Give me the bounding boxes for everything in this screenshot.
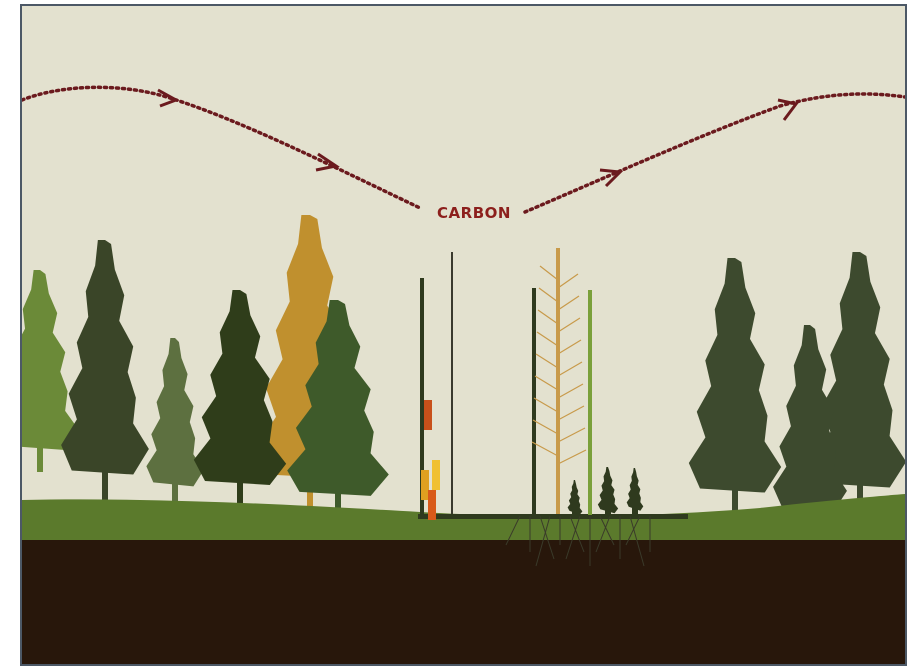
- root: [599, 515, 615, 546]
- root: [569, 515, 585, 553]
- trunk: [335, 481, 341, 520]
- fallen-log: [418, 514, 688, 519]
- tree: [813, 252, 905, 488]
- tree: [61, 240, 149, 475]
- branch: [537, 309, 559, 325]
- fire: [424, 400, 432, 430]
- tree: [597, 467, 619, 514]
- root: [625, 515, 641, 546]
- trunk: [237, 470, 243, 509]
- root: [535, 515, 551, 567]
- branch: [531, 441, 559, 457]
- branch: [557, 405, 585, 421]
- branch: [538, 287, 559, 303]
- branch: [534, 375, 559, 391]
- root: [629, 515, 645, 567]
- tree: [567, 480, 583, 515]
- tree: [146, 338, 204, 487]
- branch: [536, 331, 559, 347]
- tree: [626, 468, 644, 511]
- branch: [539, 265, 559, 281]
- tree: [688, 258, 782, 493]
- scene: CARBON: [22, 85, 905, 664]
- branch: [557, 273, 579, 289]
- fire: [421, 470, 429, 500]
- trunk: [172, 472, 178, 504]
- branch: [557, 339, 582, 355]
- branch: [557, 317, 581, 333]
- branch: [532, 419, 559, 435]
- carbon-flow-right: [523, 92, 905, 214]
- tree: [773, 325, 847, 512]
- branch: [557, 383, 584, 399]
- fire: [432, 460, 440, 490]
- arrow: [315, 152, 340, 172]
- trunk: [102, 460, 108, 504]
- trunk: [37, 436, 43, 472]
- carbon-label: CARBON: [437, 204, 511, 222]
- tree: [193, 290, 287, 485]
- tree: [22, 270, 80, 450]
- branch: [557, 295, 580, 311]
- root: [505, 515, 521, 546]
- root: [595, 515, 611, 553]
- arrow: [157, 88, 180, 108]
- root: [565, 515, 581, 560]
- fire: [428, 490, 436, 520]
- tree: [287, 300, 389, 496]
- branch: [533, 397, 559, 413]
- arrow: [777, 98, 799, 121]
- soil: [22, 540, 905, 664]
- arrow: [599, 168, 624, 188]
- carbon-flow-left: [22, 85, 422, 210]
- trunk: [732, 478, 738, 522]
- trunk: [857, 473, 863, 517]
- root: [539, 515, 555, 560]
- branch: [557, 427, 586, 443]
- branch: [557, 449, 587, 465]
- branch: [557, 361, 583, 377]
- branch: [535, 353, 559, 369]
